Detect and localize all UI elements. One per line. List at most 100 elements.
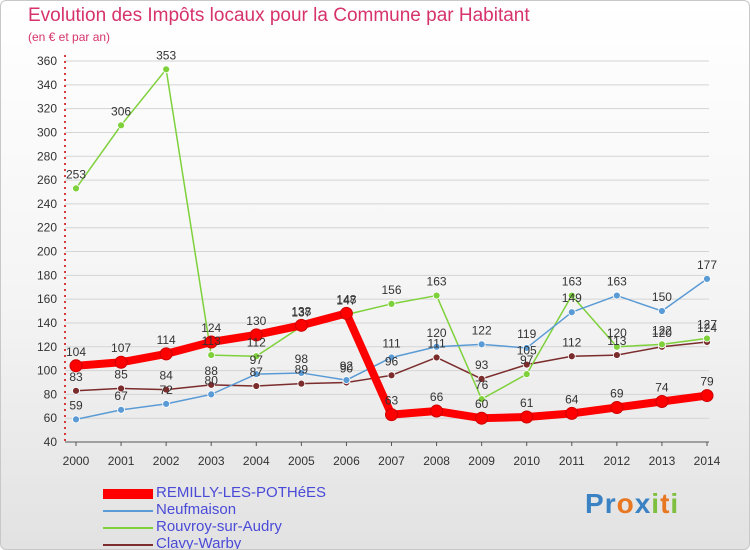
- chart-title: Evolution des Impôts locaux pour la Comm…: [28, 5, 530, 26]
- data-label: 306: [111, 104, 131, 118]
- x-tick-label: 2003: [198, 454, 225, 468]
- data-point: [204, 335, 218, 349]
- data-point: [69, 359, 83, 373]
- data-label: 63: [385, 394, 399, 408]
- data-label: 138: [291, 304, 311, 318]
- data-label: 92: [340, 359, 354, 373]
- data-point: [703, 334, 711, 343]
- y-tick-label: 240: [37, 197, 57, 211]
- x-tick-label: 2000: [63, 454, 90, 468]
- data-label: 111: [427, 336, 446, 350]
- y-tick-label: 160: [37, 292, 57, 306]
- data-label: 90: [340, 361, 354, 375]
- legend-swatch: [103, 489, 153, 499]
- data-label: 111: [382, 336, 401, 350]
- data-label: 59: [69, 398, 83, 412]
- data-point: [522, 370, 531, 379]
- y-tick-label: 60: [44, 411, 58, 425]
- data-label: 61: [520, 396, 534, 410]
- data-label: 124: [201, 321, 221, 335]
- data-point: [117, 384, 125, 393]
- data-point: [477, 340, 486, 349]
- legend-label: REMILLY-LES-POTHéES: [156, 484, 327, 501]
- data-point: [522, 344, 531, 352]
- data-label: 120: [607, 326, 627, 340]
- x-tick-label: 2005: [288, 454, 315, 468]
- data-label: 163: [427, 275, 447, 289]
- data-point: [477, 374, 486, 383]
- data-point: [387, 371, 396, 380]
- data-label: 113: [202, 334, 221, 348]
- x-tick-label: 2014: [694, 454, 721, 468]
- data-label: 104: [66, 345, 86, 359]
- x-tick-label: 2008: [423, 454, 450, 468]
- data-point: [612, 351, 621, 359]
- data-label: 112: [247, 335, 266, 349]
- logo-letter: i: [670, 488, 680, 519]
- data-label: 137: [291, 306, 311, 320]
- data-point: [612, 342, 621, 351]
- logo-letter: P: [585, 488, 605, 519]
- x-tick-label: 2012: [604, 454, 631, 468]
- y-tick-label: 340: [37, 78, 57, 92]
- data-point: [432, 353, 441, 362]
- y-tick-label: 280: [37, 149, 57, 163]
- data-point: [567, 308, 576, 317]
- data-label: 156: [381, 283, 401, 297]
- data-point: [159, 347, 173, 361]
- data-label: 74: [655, 381, 669, 395]
- data-label: 69: [610, 386, 624, 400]
- data-point: [567, 291, 576, 300]
- data-label: 163: [607, 275, 627, 289]
- data-label: 177: [697, 258, 717, 272]
- data-label: 97: [250, 353, 264, 367]
- data-point: [249, 328, 263, 342]
- data-point: [117, 405, 125, 414]
- y-tick-label: 80: [44, 387, 58, 401]
- data-point: [162, 399, 171, 408]
- data-label: 80: [205, 373, 219, 387]
- data-label: 107: [111, 341, 131, 355]
- x-tick-label: 2009: [468, 454, 495, 468]
- data-label: 122: [472, 323, 492, 337]
- legend-label: Clavy-Warby: [156, 535, 242, 550]
- legend-swatch: [103, 544, 153, 546]
- data-point: [520, 410, 534, 424]
- data-point: [387, 353, 396, 362]
- data-label: 105: [517, 344, 537, 358]
- y-tick-label: 140: [37, 316, 57, 330]
- data-label: 120: [652, 326, 672, 340]
- data-point: [162, 385, 171, 394]
- data-label: 130: [246, 314, 266, 328]
- data-label: 97: [520, 353, 534, 367]
- data-label: 114: [157, 333, 176, 347]
- data-label: 150: [652, 290, 672, 304]
- y-tick-label: 40: [44, 435, 58, 449]
- proxiti-logo: Proxiti: [585, 488, 679, 520]
- data-point: [252, 382, 261, 390]
- data-point: [339, 306, 353, 320]
- x-tick-label: 2013: [649, 454, 676, 468]
- y-tick-label: 360: [37, 54, 57, 68]
- legend-label: Rouvroy-sur-Audry: [156, 518, 282, 535]
- data-point: [207, 351, 216, 359]
- x-tick-label: 2010: [513, 454, 540, 468]
- data-label: 64: [565, 392, 579, 406]
- data-label: 163: [562, 275, 582, 289]
- data-point: [252, 352, 261, 361]
- data-label: 112: [562, 335, 581, 349]
- x-tick-label: 2011: [559, 454, 585, 468]
- y-tick-label: 300: [37, 125, 57, 139]
- legend-label: Neufmaison: [156, 501, 237, 518]
- logo-letter: o: [616, 488, 635, 519]
- data-label: 98: [295, 352, 309, 366]
- logo-letter: r: [604, 488, 617, 519]
- data-label: 147: [336, 294, 356, 308]
- data-point: [612, 291, 621, 300]
- x-tick-label: 2002: [153, 454, 180, 468]
- data-point: [700, 389, 714, 403]
- data-point: [207, 380, 216, 389]
- data-point: [72, 415, 80, 424]
- logo-letter: i: [651, 488, 661, 519]
